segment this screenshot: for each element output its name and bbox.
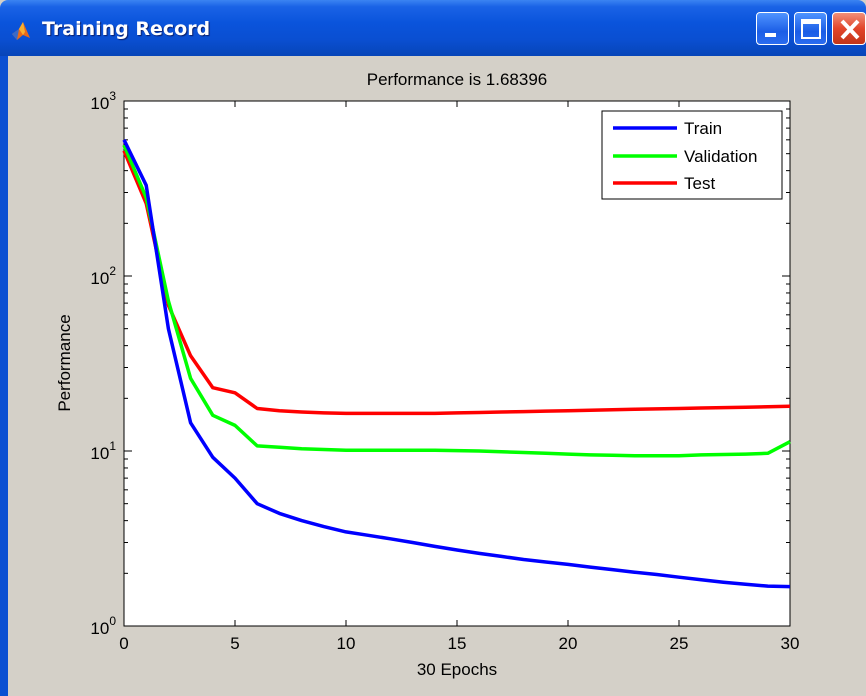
series-line-test [122,150,791,416]
x-tick-label: 15 [448,634,467,653]
legend-label-validation: Validation [684,147,757,166]
y-axis-label: Performance [55,314,74,411]
matlab-app-icon [12,22,30,40]
legend-label-train: Train [684,119,722,138]
y-tick-label: 101 [90,439,116,463]
series-line-validation [122,144,791,458]
maximize-button[interactable] [794,12,827,45]
legend: Train Validation Test [601,110,783,200]
x-tick-label: 30 [781,634,800,653]
window-left-border [0,56,8,696]
window-title: Training Record [42,18,211,40]
minimize-icon [765,33,776,37]
series-lines [122,139,791,589]
legend-label-test: Test [684,174,715,193]
axis-ticks: 0 5 10 15 20 25 30 100 101 102 103 [90,89,799,653]
maximize-icon [801,19,821,39]
chart-title: Performance is 1.68396 [367,70,548,89]
series-line-train [122,139,791,589]
x-tick-label: 10 [337,634,356,653]
x-tick-label: 20 [559,634,578,653]
x-tick-label: 0 [119,634,128,653]
close-icon [840,19,860,40]
y-tick-label: 103 [90,89,116,113]
y-tick-label: 102 [90,264,116,288]
x-tick-label: 5 [230,634,239,653]
x-tick-label: 25 [670,634,689,653]
minimize-button[interactable] [756,12,789,45]
x-axis-label: 30 Epochs [417,660,497,679]
title-bar[interactable]: Training Record [0,0,866,56]
y-tick-label: 100 [90,614,116,638]
